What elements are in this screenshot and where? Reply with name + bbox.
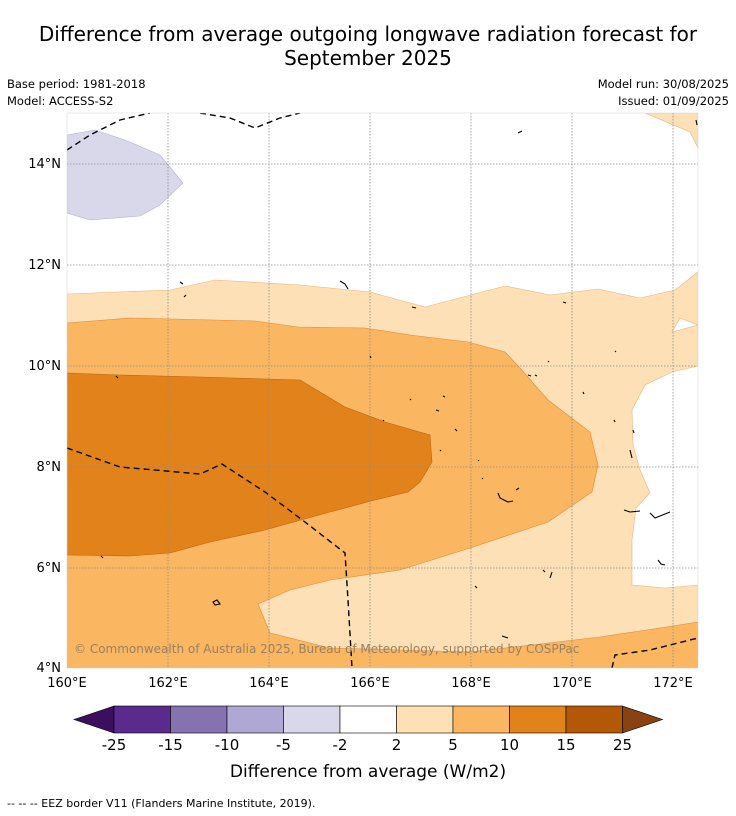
copyright-notice: © Commonwealth of Australia 2025, Bureau… [74, 642, 579, 656]
lat-label: 12°N [28, 258, 61, 273]
lon-axis: 160°E 162°E 164°E 166°E 168°E 170°E 172°… [47, 676, 693, 691]
lon-label: 160°E [47, 676, 87, 691]
anomaly-region-neg-2-5 [67, 129, 184, 221]
colorbar-tick-label: 15 [556, 736, 575, 754]
colorbar-tick-label: 10 [500, 736, 519, 754]
model-run: Model run: 30/08/2025 [597, 77, 729, 91]
colorbar-swatch [452, 705, 510, 734]
anomaly-region-2-5-ne [644, 113, 698, 149]
model-name: Model: ACCESS-S2 [7, 94, 114, 108]
colorbar-tick-label: 25 [613, 736, 632, 754]
map-area: © Commonwealth of Australia 2025, Bureau… [67, 113, 698, 668]
issued-date: Issued: 01/09/2025 [618, 94, 729, 108]
base-period: Base period: 1981-2018 [7, 77, 146, 91]
colorbar-tick-label: 2 [392, 736, 402, 754]
lat-axis: 14°N 12°N 10°N 8°N 6°N 4°N [28, 157, 61, 676]
anomaly-region-10-15 [67, 372, 433, 557]
lon-label: 172°E [653, 676, 693, 691]
lat-label: 8°N [37, 460, 62, 475]
colorbar: -25 -15 -10 -5 -2 2 5 10 15 25 [73, 705, 664, 754]
graticule [67, 113, 698, 668]
colorbar-swatch [396, 705, 454, 734]
colorbar-swatch [170, 705, 228, 734]
map-title: Difference from average outgoing longwav… [0, 22, 736, 70]
colorbar-tick-label: -5 [276, 736, 291, 754]
eez-legend: -- -- -- EEZ border V11 (Flanders Marine… [7, 797, 316, 810]
colorbar-label: Difference from average (W/m2) [229, 762, 507, 782]
title-line-2: September 2025 [284, 46, 452, 70]
colorbar-swatch [226, 705, 284, 734]
colorbar-extend-low [73, 705, 115, 734]
lat-label: 10°N [28, 359, 61, 374]
colorbar-tick-label: 5 [448, 736, 458, 754]
lat-label: 6°N [37, 561, 62, 576]
meta-left: Base period: 1981-2018 Model: ACCESS-S2 [7, 76, 146, 110]
colorbar-extend-high [622, 705, 664, 734]
colorbar-tick-label: -15 [158, 736, 183, 754]
lat-label: 14°N [28, 157, 61, 172]
eez-borders [67, 113, 698, 668]
colorbar-swatch [113, 705, 171, 734]
meta-right: Model run: 30/08/2025 Issued: 01/09/2025 [598, 76, 729, 110]
map-frame [66, 112, 699, 669]
lon-label: 168°E [451, 676, 491, 691]
title-line-1: Difference from average outgoing longwav… [38, 22, 698, 46]
colorbar-tick-label: -10 [215, 736, 240, 754]
colorbar-swatch [509, 705, 567, 734]
lon-label: 166°E [350, 676, 390, 691]
lat-label: 4°N [37, 661, 62, 676]
lon-label: 162°E [148, 676, 188, 691]
lon-label: 170°E [552, 676, 592, 691]
colorbar-swatch [565, 705, 623, 734]
colorbar-swatch [339, 705, 397, 734]
colorbar-swatch [283, 705, 341, 734]
colorbar-tick-label: -2 [333, 736, 348, 754]
islands [100, 119, 698, 639]
lon-label: 164°E [249, 676, 289, 691]
colorbar-tick-label: -25 [102, 736, 127, 754]
